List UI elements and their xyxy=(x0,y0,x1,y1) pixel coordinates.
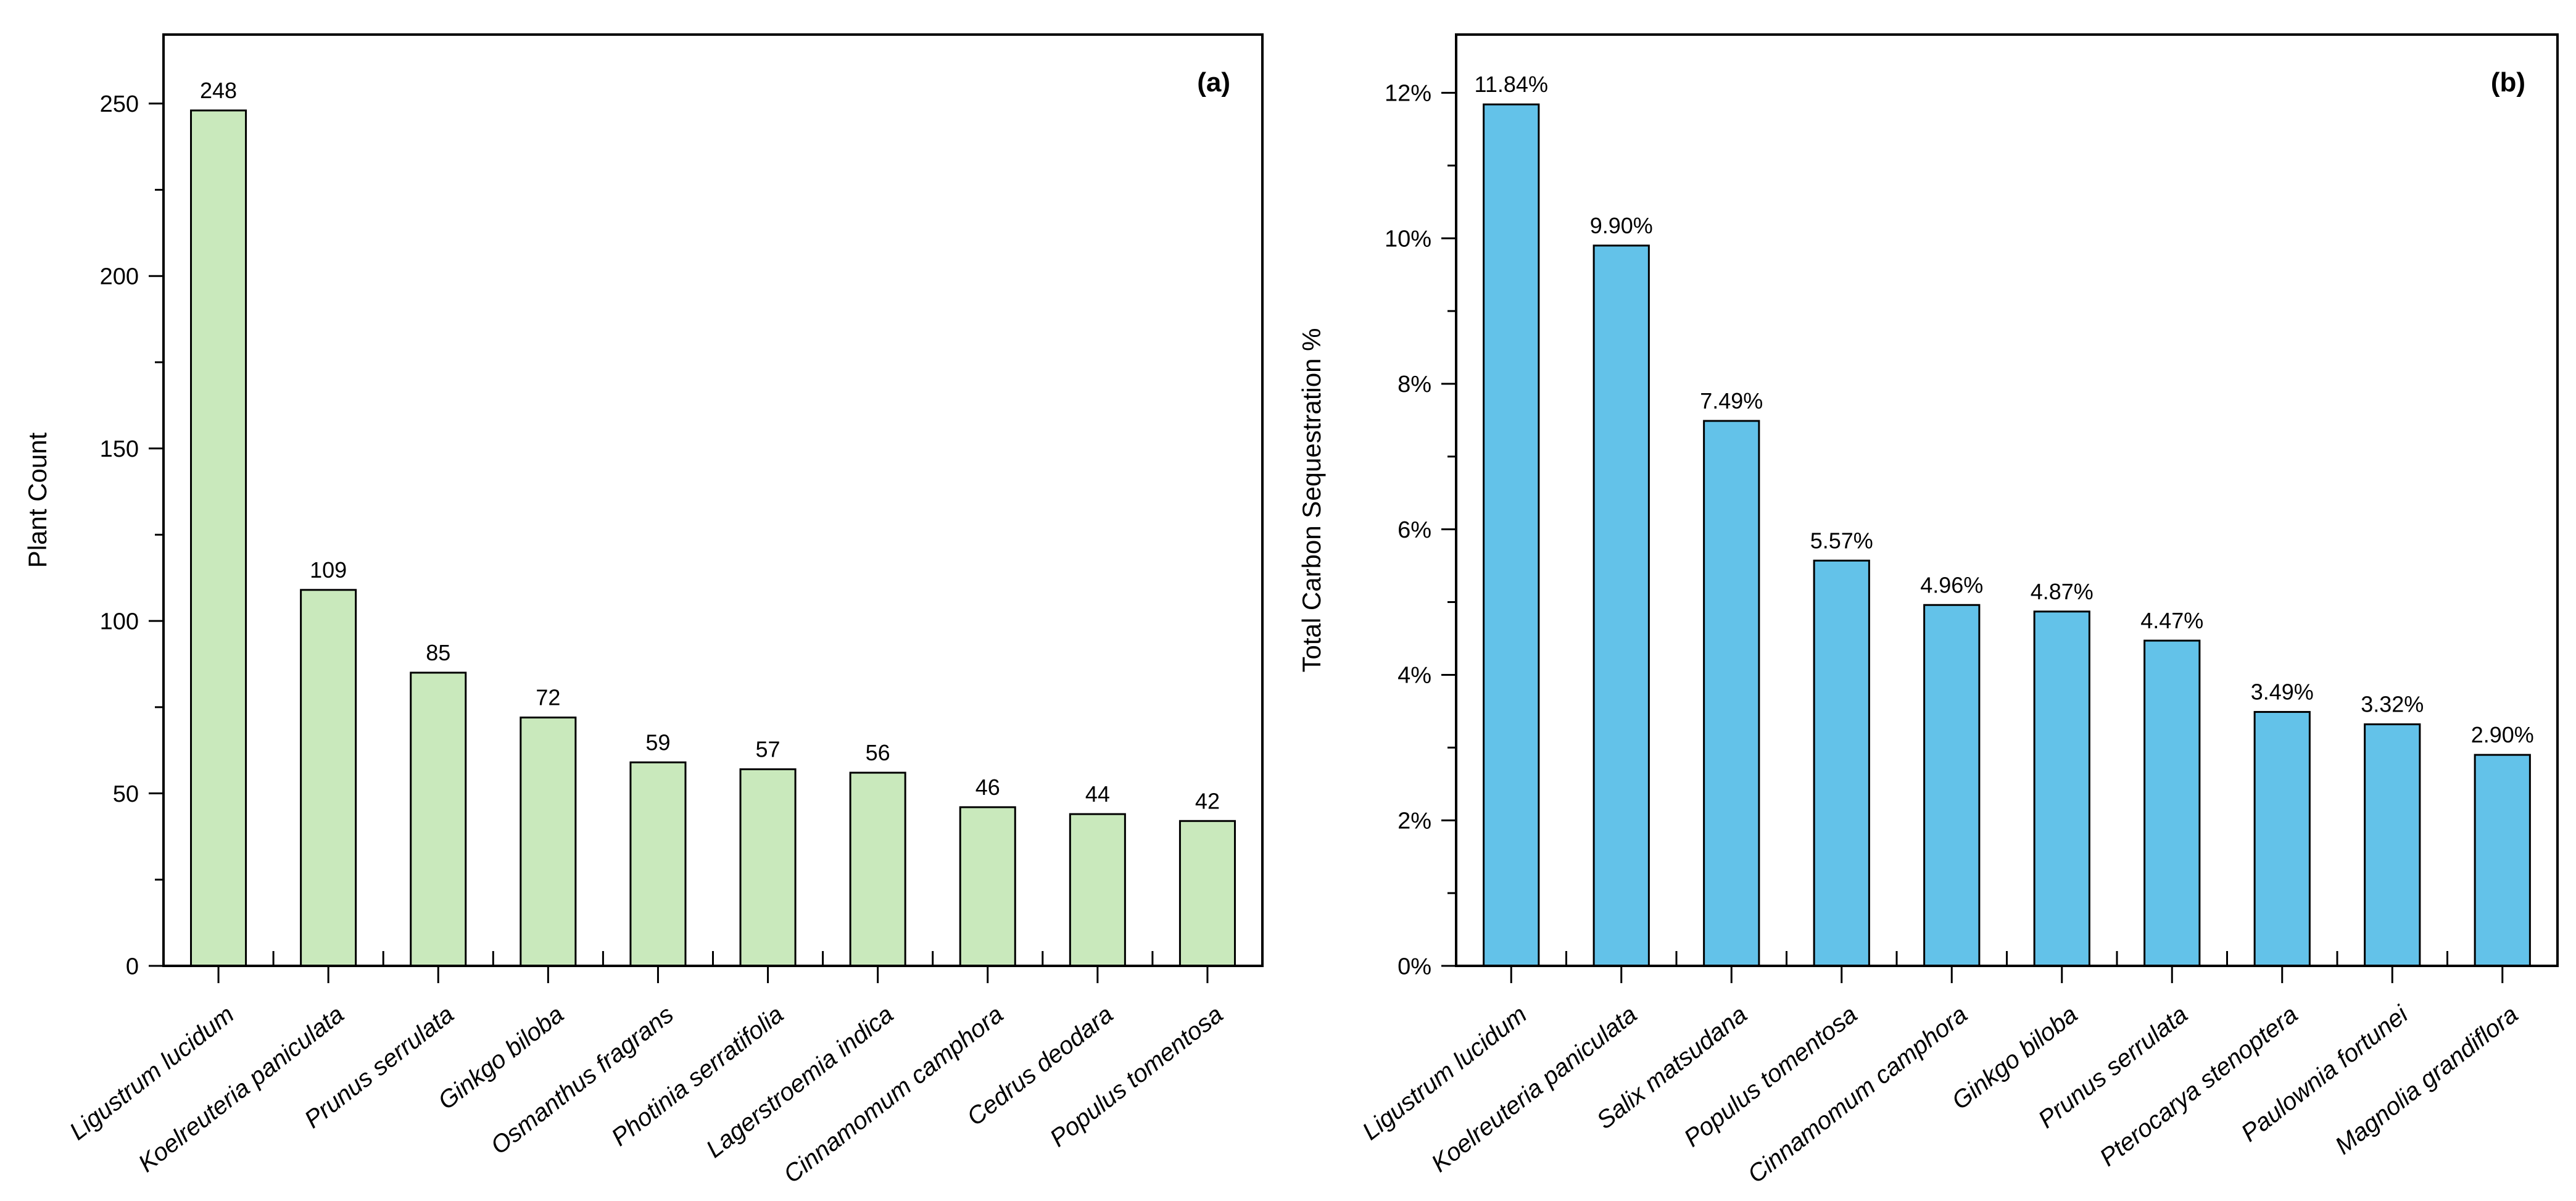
x-axis-category-label: Magnolia grandiflora xyxy=(2330,1000,2524,1160)
bar xyxy=(1178,820,1236,967)
bar-value-label: 2.90% xyxy=(2471,722,2534,747)
bar-value-label: 44 xyxy=(1085,781,1110,807)
bar-value-label: 5.57% xyxy=(1810,528,1873,553)
bar xyxy=(2143,639,2201,967)
bar xyxy=(410,671,467,967)
y-axis-tick-label: 50 xyxy=(113,781,139,807)
bar xyxy=(629,761,687,967)
panel-label: (a) xyxy=(1197,67,1230,98)
x-axis-category-label: Lagerstroemia indica xyxy=(702,1000,899,1163)
bar-value-label: 109 xyxy=(310,557,347,583)
bar-value-label: 57 xyxy=(756,736,781,762)
panel-b: 11.84%Ligustrum lucidum9.90%Koelreuteria… xyxy=(1297,33,2559,1189)
bar-value-label: 4.87% xyxy=(2031,579,2094,604)
panel-label: (b) xyxy=(2491,67,2525,98)
bar-value-label: 9.90% xyxy=(1590,213,1653,238)
y-axis-title: Total Carbon Sequestration % xyxy=(1297,328,1326,673)
bar-value-label: 42 xyxy=(1195,788,1220,813)
x-axis-category-label: Koelreuteria paniculata xyxy=(1427,1000,1642,1178)
bar-value-label: 85 xyxy=(426,640,450,665)
bar-value-label: 11.84% xyxy=(1475,72,1548,97)
bar xyxy=(1923,604,1981,967)
bar xyxy=(849,771,906,967)
bar xyxy=(1813,559,1870,967)
bar xyxy=(2474,754,2531,967)
bar-value-label: 56 xyxy=(866,740,890,765)
bar-value-label: 72 xyxy=(536,685,560,710)
bar xyxy=(739,768,797,967)
plot-frame xyxy=(1455,33,2559,967)
y-axis-tick-label: 2% xyxy=(1398,808,1431,834)
bar-value-label: 4.47% xyxy=(2140,608,2203,633)
bar xyxy=(2253,711,2311,967)
y-axis-title: Plant Count xyxy=(23,432,52,568)
bar-value-label: 3.32% xyxy=(2361,692,2424,717)
bar xyxy=(1592,244,1650,967)
bar-value-label: 3.49% xyxy=(2251,679,2314,705)
x-axis-category-label: Cinnamomum camphora xyxy=(779,1000,1008,1188)
bar xyxy=(1483,103,1540,967)
x-axis-category-label: Koelreuteria paniculata xyxy=(133,1000,349,1178)
bar-value-label: 4.96% xyxy=(1920,572,1983,597)
bar xyxy=(959,806,1016,967)
y-axis-tick-label: 200 xyxy=(100,264,139,290)
bar xyxy=(2033,610,2090,967)
y-axis-tick-label: 6% xyxy=(1398,517,1431,543)
x-axis-category-label: Pterocarya stenoptera xyxy=(2095,1000,2303,1171)
bar-value-label: 7.49% xyxy=(1700,388,1763,413)
bar xyxy=(520,717,577,967)
x-axis-category-label: Cinnamomum camphora xyxy=(1743,1000,1973,1188)
bar xyxy=(190,109,247,967)
y-axis-tick-label: 12% xyxy=(1385,81,1431,107)
y-axis-tick-label: 150 xyxy=(100,436,139,462)
x-axis-category-label: Osmanthus fragrans xyxy=(486,1000,679,1160)
y-axis-tick-label: 10% xyxy=(1385,226,1431,252)
bar xyxy=(1703,420,1760,967)
bar-value-label: 59 xyxy=(645,729,670,755)
bar xyxy=(300,589,357,967)
y-axis-tick-label: 0% xyxy=(1398,954,1431,979)
bar xyxy=(2364,723,2421,967)
y-axis-tick-label: 4% xyxy=(1398,663,1431,689)
y-axis-tick-label: 250 xyxy=(100,91,139,117)
y-axis-tick-label: 100 xyxy=(100,609,139,634)
bar-value-label: 46 xyxy=(975,775,1000,800)
bar xyxy=(1069,813,1126,967)
plot-frame xyxy=(162,33,1264,967)
y-axis-tick-label: 8% xyxy=(1398,372,1431,397)
y-axis-tick-label: 0 xyxy=(126,954,139,979)
bar-value-label: 248 xyxy=(200,78,237,103)
